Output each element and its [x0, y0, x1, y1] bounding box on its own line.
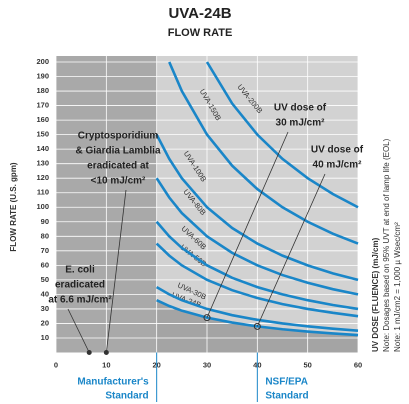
y-tick-label: 50 [41, 275, 49, 284]
y-tick-label: 100 [36, 202, 49, 211]
annotation-leader [206, 131, 289, 318]
annotation: UV dose of [274, 103, 327, 114]
annotation: eradicated [55, 280, 105, 291]
y-tick-label: 130 [36, 159, 49, 168]
curve [205, 61, 359, 209]
chart-title: UVA-24B [168, 5, 231, 22]
annotation: <10 mJ/cm² [91, 176, 146, 187]
annotation: Cryptosporidium [78, 131, 159, 142]
y-tick-label: 140 [36, 144, 49, 153]
curve [156, 299, 359, 337]
curve [155, 242, 359, 318]
curve [155, 177, 359, 296]
annotation-marker [203, 314, 211, 322]
annotation: at 6.6 mJ/cm² [48, 295, 112, 306]
y-tick-label: 60 [41, 260, 49, 269]
x-axis-title: UV DOSE (FLUENCE) (mJ/cm) [371, 237, 380, 352]
annotation-leader [105, 189, 127, 353]
y-tick-label: 190 [36, 72, 49, 81]
y-tick-label: 120 [36, 173, 49, 182]
annotation: 40 mJ/cm² [313, 160, 363, 171]
annotation: & Giardia Lamblia [75, 146, 160, 157]
y-tick-label: 200 [36, 57, 49, 66]
y-tick-label: 150 [36, 130, 49, 139]
standard-label: NSF/EPA [265, 377, 308, 388]
y-tick-label: 70 [41, 246, 49, 255]
annotation: UV dose of [311, 145, 364, 156]
annotation-marker [86, 350, 92, 355]
annotation-leader [256, 173, 326, 327]
y-tick-label: 110 [37, 188, 49, 197]
annotation-marker [253, 322, 261, 330]
curve [155, 134, 359, 282]
x-tick-label: 50 [303, 360, 311, 369]
y-tick-label: 80 [41, 231, 49, 240]
chart-subtitle: FLOW RATE [168, 27, 233, 39]
curve [168, 61, 359, 245]
curve [156, 286, 359, 333]
x-tick-label: 30 [203, 360, 211, 369]
x-tick-label: 0 [54, 360, 58, 369]
y-tick-label: 90 [41, 217, 49, 226]
y-tick-label: 10 [41, 333, 49, 342]
note: Note: 1 mJ/cm2 = 1,000 µ Wsec/cm² [393, 222, 402, 352]
x-tick-label: 60 [354, 360, 362, 369]
standard-label: Standard [265, 391, 308, 402]
y-axis-title: FLOW RATE (U.S. gpm) [9, 162, 18, 252]
annotation: 30 mJ/cm² [276, 118, 326, 129]
y-tick-label: 40 [41, 289, 49, 298]
y-tick-label: 180 [36, 86, 49, 95]
annotation-marker [103, 350, 109, 355]
standard-label: Standard [105, 391, 148, 402]
note: Note: Dosages based on 95% UVT at end of… [382, 138, 391, 352]
y-tick-label: 30 [41, 304, 49, 313]
standard-label: Manufacturer's [77, 377, 149, 388]
y-tick-label: 160 [36, 115, 49, 124]
curve [155, 220, 359, 311]
y-tick-label: 170 [36, 101, 49, 110]
x-tick-label: 10 [102, 360, 110, 369]
annotation-leader [67, 308, 90, 353]
annotation: eradicated at [87, 161, 149, 172]
annotation: E. coli [65, 265, 95, 276]
y-tick-label: 20 [41, 318, 49, 327]
